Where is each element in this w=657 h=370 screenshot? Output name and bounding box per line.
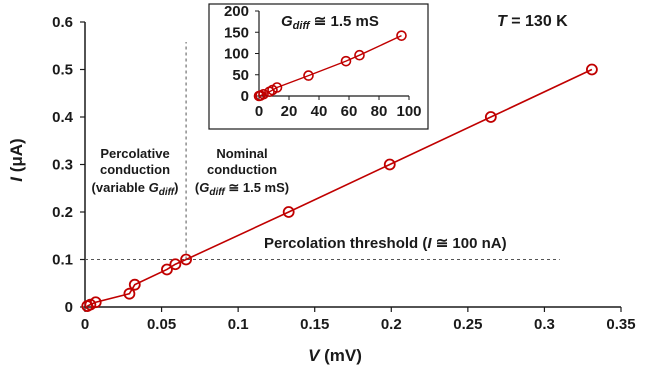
- inset-data-point: [258, 89, 269, 100]
- nominal-g-symbol: G: [199, 180, 209, 195]
- inset-data-point: [340, 55, 352, 67]
- main-data-point: [180, 253, 192, 266]
- y-axis-label: I (μA): [7, 138, 26, 181]
- percolative-g-sub: diff: [159, 187, 176, 198]
- percolative-line3: (variable Gdiff): [92, 180, 179, 198]
- inset-y-tick-label: 100: [224, 46, 249, 63]
- nominal-line1: Nominal: [216, 146, 267, 161]
- inset-data-point: [396, 30, 407, 41]
- inset-y-tick-label: 150: [224, 24, 249, 41]
- inset-data-point: [303, 70, 314, 81]
- main-y-tick-label: 0.3: [52, 157, 73, 174]
- main-y-tick-label: 0.5: [52, 62, 73, 79]
- inset-g-symbol: G: [281, 13, 293, 30]
- percolative-g-symbol: G: [149, 180, 159, 195]
- main-y-ticks: 0 0.1 0.2 0.3 0.4 0.5 0.6: [52, 14, 85, 316]
- main-x-tick-label: 0.15: [300, 316, 329, 333]
- main-data-point: [128, 278, 141, 291]
- threshold-label-prefix: Percolation threshold (: [264, 235, 427, 252]
- temperature-symbol: T: [497, 13, 508, 30]
- main-data-point: [169, 258, 182, 271]
- main-x-tick-label: 0.35: [606, 316, 635, 333]
- main-series-points: [81, 63, 598, 312]
- main-y-tick-label: 0: [65, 299, 73, 316]
- nominal-line3-prefix: (: [195, 180, 200, 195]
- main-x-ticks: 0 0.05 0.1 0.15 0.2 0.25 0.3 0.35: [81, 307, 636, 333]
- percolative-line2: conduction: [100, 162, 170, 177]
- main-y-tick-label: 0.1: [52, 252, 73, 269]
- inset-data-point: [271, 82, 283, 93]
- main-x-tick-label: 0: [81, 316, 89, 333]
- main-plot: 0 0.05 0.1 0.15 0.2 0.25 0.3 0.35 0 0.1 0.2 0.3 0.4…: [7, 13, 636, 365]
- inset-plot: 0 20 40 60 80 100 0 50 100 150 200 Gdiff ≅ 1.5 mS: [208, 3, 429, 130]
- main-x-tick-label: 0.3: [534, 316, 555, 333]
- temperature-value: = 130 K: [507, 13, 568, 30]
- nominal-line3: (Gdiff ≅ 1.5 mS): [195, 180, 289, 198]
- nominal-g-sub: diff: [209, 187, 226, 198]
- main-x-tick-label: 0.1: [228, 316, 249, 333]
- inset-x-tick-label: 20: [281, 103, 298, 120]
- inset-x-tick-label: 80: [371, 103, 388, 120]
- threshold-label: Percolation threshold (I ≅ 100 nA): [264, 235, 507, 252]
- percolative-line1: Percolative: [100, 146, 169, 161]
- x-axis-label-unit: (mV): [319, 346, 362, 365]
- inset-series-points: [253, 30, 407, 102]
- temperature-label: T = 130 K: [497, 13, 568, 30]
- inset-x-tick-label: 60: [341, 103, 358, 120]
- inset-x-tick-label: 0: [255, 103, 263, 120]
- inset-y-tick-label: 50: [232, 67, 249, 84]
- inset-gdiff-label: Gdiff ≅ 1.5 mS: [281, 13, 379, 32]
- nominal-line2: conduction: [207, 162, 277, 177]
- inset-y-tick-label: 0: [241, 88, 249, 105]
- main-x-tick-label: 0.25: [453, 316, 482, 333]
- main-data-point: [383, 158, 396, 171]
- inset-gdiff-value: ≅ 1.5 mS: [310, 13, 379, 30]
- inset-x-tick-label: 40: [311, 103, 328, 120]
- main-y-tick-label: 0.4: [52, 109, 74, 126]
- main-data-point: [123, 287, 136, 300]
- main-data-point: [586, 63, 598, 76]
- percolative-line3-suffix: ): [174, 180, 178, 195]
- inset-data-point: [354, 49, 365, 61]
- threshold-label-symbol: I: [427, 235, 432, 252]
- main-y-tick-label: 0.6: [52, 14, 73, 31]
- nominal-line3-suffix: ≅ 1.5 mS): [225, 180, 289, 195]
- main-data-point: [282, 206, 295, 218]
- threshold-label-suffix: ≅ 100 nA): [432, 235, 507, 252]
- main-data-point: [161, 263, 173, 276]
- main-x-tick-label: 0.05: [147, 316, 176, 333]
- inset-series-line: [258, 35, 402, 97]
- inset-x-ticks: 0 20 40 60 80 100: [255, 96, 422, 120]
- main-x-tick-label: 0.2: [381, 316, 402, 333]
- y-axis-label-unit: (μA): [7, 138, 26, 177]
- main-data-point: [84, 298, 97, 311]
- x-axis-label: V (mV): [308, 346, 362, 365]
- main-data-point: [89, 296, 102, 309]
- inset-g-sub: diff: [293, 20, 311, 32]
- inset-y-tick-label: 200: [224, 3, 249, 20]
- y-axis-label-symbol: I: [7, 176, 26, 182]
- inset-y-ticks: 0 50 100 150 200: [224, 3, 259, 105]
- inset-x-tick-label: 100: [396, 103, 421, 120]
- main-data-point: [484, 111, 497, 123]
- inset-frame: [208, 3, 429, 130]
- percolative-line3-prefix: (variable: [92, 180, 149, 195]
- main-y-tick-label: 0.2: [52, 204, 73, 221]
- x-axis-label-symbol: V: [308, 346, 321, 365]
